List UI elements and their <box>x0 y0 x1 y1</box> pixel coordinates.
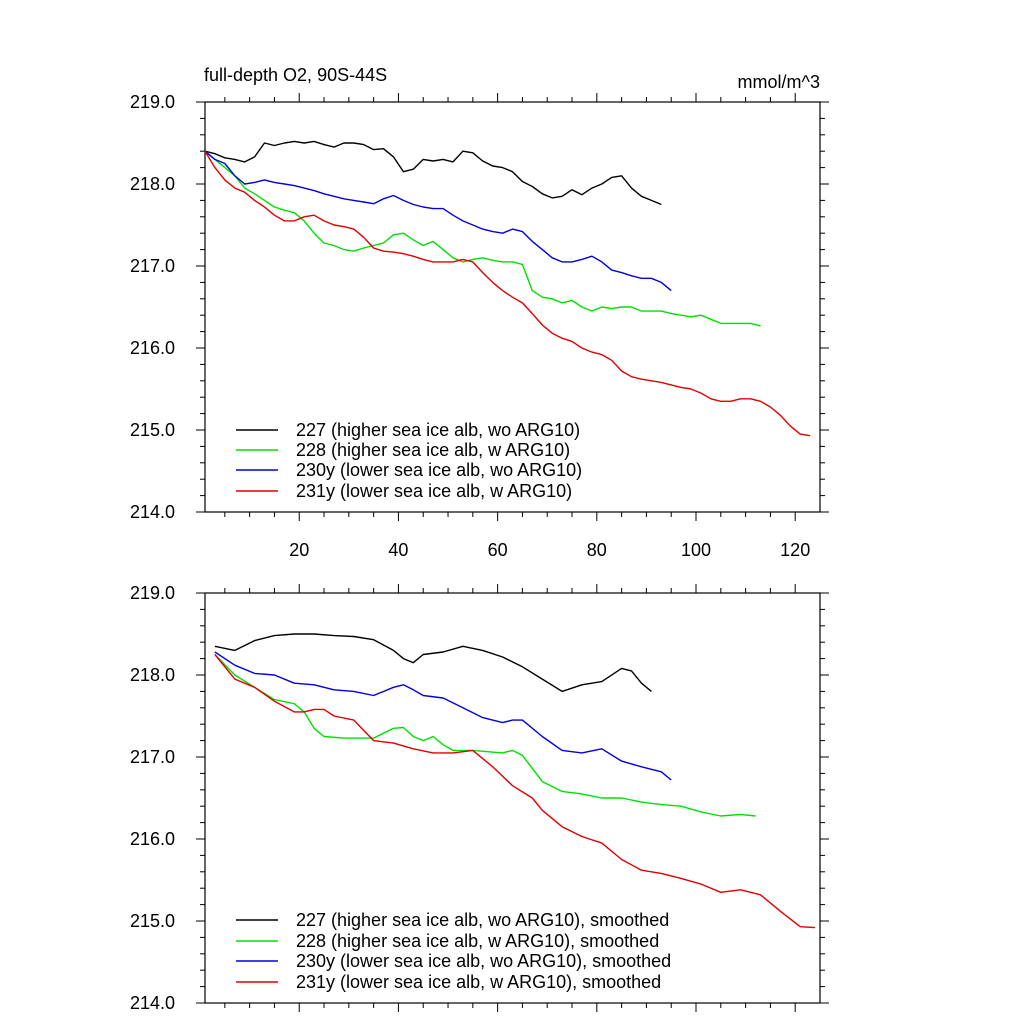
series-line-228 <box>214 654 756 817</box>
top-xtick-label: 120 <box>780 540 810 560</box>
bottom-plot-frame <box>204 592 821 1004</box>
top-ytick-label: 218.0 <box>130 174 175 194</box>
top-ytick-label: 216.0 <box>130 338 175 358</box>
top-xtick-label: 20 <box>289 540 309 560</box>
bottom-ytick-label: 214.0 <box>130 993 175 1013</box>
series-line-227 <box>204 140 662 206</box>
series-line-230y <box>214 651 672 781</box>
top-ytick-label: 215.0 <box>130 420 175 440</box>
legend-label-228: 228 (higher sea ice alb, w ARG10) <box>296 440 570 460</box>
top-plot-frame <box>204 101 821 513</box>
top-panel: 214.0 215.0 216.0 217.0 218.0 219.0 20 40 60 80 10… <box>130 92 829 560</box>
top-ytick-label: 219.0 <box>130 92 175 112</box>
top-xtick-label: 40 <box>388 540 408 560</box>
legend-label-231y: 231y (lower sea ice alb, w ARG10), smoot… <box>296 972 661 992</box>
series-line-230y <box>204 150 672 292</box>
top-xtick-label: 100 <box>681 540 711 560</box>
legend-label-227: 227 (higher sea ice alb, wo ARG10) <box>296 420 580 440</box>
legend-label-227: 227 (higher sea ice alb, wo ARG10), smoo… <box>296 910 669 930</box>
top-ytick-label: 214.0 <box>130 502 175 522</box>
series-line-231y <box>204 150 811 437</box>
bottom-ytick-label: 219.0 <box>130 583 175 603</box>
chart-title: full-depth O2, 90S-44S <box>204 65 387 85</box>
bottom-ytick-label: 217.0 <box>130 747 175 767</box>
top-xtick-label: 60 <box>488 540 508 560</box>
legend-label-230y: 230y (lower sea ice alb, wo ARG10), smoo… <box>296 951 671 971</box>
units-label: mmol/m^3 <box>738 72 820 92</box>
legend-label-231y: 231y (lower sea ice alb, w ARG10) <box>296 481 572 501</box>
series-line-231y <box>214 654 816 929</box>
legend-label-230y: 230y (lower sea ice alb, wo ARG10) <box>296 460 582 480</box>
legend-label-228: 228 (higher sea ice alb, w ARG10), smoot… <box>296 931 659 951</box>
bottom-ytick-label: 215.0 <box>130 911 175 931</box>
top-xtick-label: 80 <box>587 540 607 560</box>
series-line-227 <box>214 633 652 693</box>
series-line-228 <box>204 150 761 327</box>
top-ytick-label: 217.0 <box>130 256 175 276</box>
bottom-ytick-label: 218.0 <box>130 665 175 685</box>
bottom-panel: 214.0 215.0 216.0 217.0 218.0 219.0 227 (highe… <box>130 583 829 1013</box>
bottom-ytick-label: 216.0 <box>130 829 175 849</box>
